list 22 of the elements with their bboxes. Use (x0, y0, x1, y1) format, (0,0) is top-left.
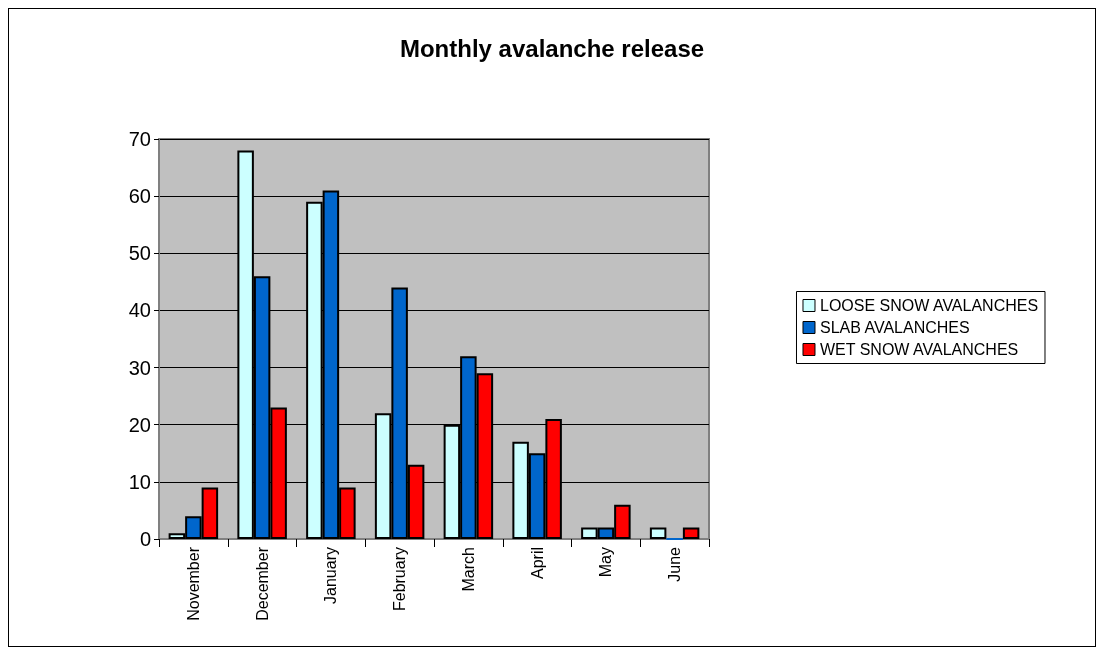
y-tick-label: 50 (128, 242, 151, 265)
x-tick-label: May (597, 547, 615, 578)
y-tick-label: 20 (128, 413, 151, 436)
x-tick-label: February (391, 547, 409, 612)
legend-label: SLAB AVALANCHES (819, 319, 970, 336)
x-tick-label: April (528, 547, 546, 580)
x-tick-label: March (459, 547, 477, 592)
bar (682, 527, 700, 539)
y-tick-label: 70 (128, 128, 151, 150)
bar (649, 527, 667, 539)
x-tick-label: June (666, 546, 684, 582)
legend-label: WET SNOW AVALANCHES (819, 341, 1019, 358)
chart-title: Monthly avalanche release (399, 34, 705, 62)
x-tick-label: January (322, 547, 340, 604)
x-tick-label: November (184, 546, 202, 621)
y-tick-label: 40 (128, 299, 151, 322)
legend-label: LOOSE SNOW AVALANCHES (819, 297, 1039, 314)
y-tick-label: 30 (128, 356, 151, 379)
y-tick-label: 10 (128, 470, 151, 493)
y-tick-label: 60 (128, 185, 151, 208)
x-tick-label: December (253, 546, 271, 621)
y-tick-label: 0 (139, 528, 151, 550)
